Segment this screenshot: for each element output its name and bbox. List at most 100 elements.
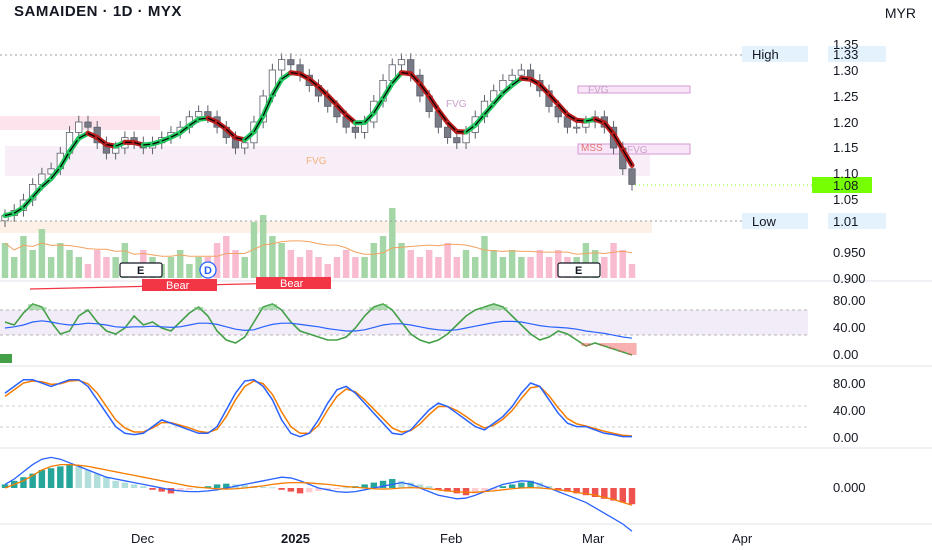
- volume-bar: [601, 257, 608, 278]
- volume-bar: [38, 229, 46, 278]
- histogram-bar: [75, 466, 82, 488]
- volume-bar: [84, 264, 92, 278]
- histogram-bar: [121, 482, 129, 488]
- candle-body: [351, 126, 360, 133]
- osc2-tick-40: 40.00: [833, 403, 866, 418]
- oscillator-1-pane: [4, 303, 637, 356]
- volume-bar: [29, 250, 36, 278]
- histogram-bar: [1, 484, 9, 488]
- volume-bar: [213, 243, 221, 278]
- price-tick-4: 1.20: [833, 115, 858, 130]
- chart-title: SAMAIDEN · 1D · MYX: [14, 3, 182, 20]
- histogram-bar: [47, 468, 55, 488]
- price-tick-5: 1.15: [833, 140, 858, 155]
- volume-bar: [462, 250, 470, 278]
- volume-bar: [296, 257, 304, 278]
- last-price-value: 1.08: [833, 178, 858, 193]
- histogram-bar: [536, 482, 544, 488]
- histogram-bar: [186, 488, 193, 490]
- volume-bar: [527, 257, 534, 278]
- histogram-bar: [527, 480, 534, 488]
- volume-bar: [195, 257, 202, 278]
- histogram-bar: [130, 484, 138, 488]
- candle-body: [517, 69, 525, 76]
- histogram-bar: [361, 484, 368, 488]
- candle-body: [277, 59, 286, 71]
- histogram-bar: [610, 488, 617, 501]
- x-label-apr: Apr: [732, 531, 753, 546]
- candle-body: [195, 111, 203, 118]
- histogram-bar: [167, 488, 175, 494]
- histogram-bar: [20, 477, 27, 488]
- overbought-fill: [489, 304, 499, 310]
- histogram-bar: [204, 486, 212, 488]
- histogram-bar: [545, 486, 553, 488]
- volume-bar: [306, 250, 313, 278]
- overbought-fill: [267, 304, 278, 310]
- candle-body: [573, 126, 581, 129]
- low-tag: [742, 213, 808, 229]
- histogram-bar: [444, 488, 451, 492]
- histogram-bar: [176, 488, 184, 492]
- dividend-marker[interactable]: [199, 261, 217, 279]
- fvg-label-2: FVG: [446, 99, 467, 110]
- signal-line: [4, 463, 633, 506]
- histogram-bar: [555, 488, 562, 490]
- earnings-marker-1[interactable]: [119, 262, 163, 278]
- histogram-bar: [269, 487, 276, 489]
- trend-core: [428, 95, 439, 111]
- histogram-bar: [582, 488, 590, 496]
- trend-core: [382, 82, 393, 99]
- fvg-label-1: FVG: [306, 156, 327, 167]
- trend-core: [59, 151, 71, 168]
- price-axis: 1.35 1.30 1.25 1.20 1.15 1.10 1.05 0.950…: [833, 37, 866, 286]
- oscillator-1-signal-line: [4, 320, 633, 339]
- volume-bar: [287, 250, 295, 278]
- background-layer: [0, 280, 932, 525]
- low-label: Low: [752, 214, 776, 229]
- histogram-bar: [333, 488, 341, 490]
- low-marker: Low 1.01: [0, 213, 886, 229]
- earnings-marker-2[interactable]: [557, 262, 601, 278]
- volume-bar: [398, 243, 405, 278]
- overbought-fill: [378, 304, 388, 310]
- volume-bar: [112, 257, 119, 278]
- volume-bar: [259, 215, 267, 278]
- last-price-marker: 1.08: [635, 177, 872, 193]
- volume-bar: [490, 250, 497, 278]
- histogram-bar: [398, 480, 405, 488]
- volume-bar: [453, 257, 461, 278]
- overbought-fill: [479, 307, 490, 310]
- histogram-bar: [564, 488, 571, 492]
- volume-bar: [241, 257, 248, 278]
- overbought-fill: [28, 304, 38, 310]
- fvg-label-3: FVG: [588, 85, 609, 96]
- mss-label: MSS: [581, 143, 603, 154]
- histogram-bar: [628, 488, 636, 505]
- histogram-bar: [389, 479, 396, 488]
- high-value-tag: [828, 46, 886, 62]
- histogram-bar: [425, 486, 433, 488]
- histogram-bar: [518, 482, 525, 488]
- volume-bar: [545, 257, 553, 278]
- price-tick-7: 1.05: [833, 192, 858, 207]
- volume-bar: [121, 243, 129, 278]
- osc2-tick-80: 80.00: [833, 376, 866, 391]
- fvg-zone-mid: [5, 146, 650, 176]
- histogram-bar: [591, 488, 599, 497]
- bear-signal-1-text: Bear: [166, 280, 190, 292]
- trend-ribbon: [2, 70, 635, 219]
- price-tick-8: 0.950: [833, 245, 866, 260]
- osc1-tick-40: 40.00: [833, 320, 866, 335]
- volume-bar: [223, 236, 230, 278]
- volume-bar: [186, 264, 193, 278]
- candle-body: [628, 168, 636, 185]
- x-label-feb: Feb: [440, 531, 462, 546]
- volume-bar: [536, 250, 544, 278]
- price-tick-2: 1.30: [833, 63, 858, 78]
- candle-body: [84, 121, 92, 128]
- volume-bar: [176, 250, 184, 278]
- histogram-bar: [462, 488, 470, 496]
- histogram-bar: [499, 486, 507, 488]
